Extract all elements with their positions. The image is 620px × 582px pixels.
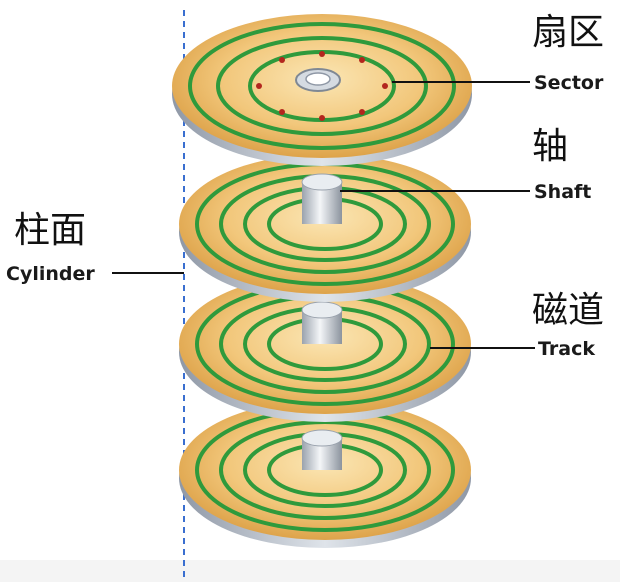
shaft-label-en: Shaft [534,181,591,203]
platter-1 [172,14,472,166]
platter-3 [179,274,471,422]
shaft-label-zh: 轴 [532,126,568,167]
sector-dot [359,109,365,115]
sector-dot [359,57,365,63]
platter-4 [179,400,471,548]
sector-dot [279,57,285,63]
sector-dot [319,115,325,121]
spindle-hole [305,72,331,86]
cylinder-label-en: Cylinder [6,263,95,285]
leader-lines [112,81,535,349]
sector-dots [256,51,388,121]
sector-dot [279,109,285,115]
track-ring [216,36,428,136]
sector-label-zh: 扇区 [532,12,604,53]
sector-dot [256,83,262,89]
platter-2 [179,154,471,302]
shaft-top [301,301,343,319]
shaft-top [301,173,343,191]
cylinder-label-zh: 柱面 [14,210,86,251]
sector-dot [319,51,325,57]
shaft-top [301,429,343,447]
track-label-en: Track [538,338,595,360]
bottom-shadow [0,560,620,582]
track-ring [188,22,456,150]
labels: 扇区 Sector 轴 Shaft 柱面 Cylinder 磁道 Track [6,12,604,360]
sector-dot [382,83,388,89]
sector-label-en: Sector [534,72,604,94]
track-label-zh: 磁道 [532,290,604,331]
